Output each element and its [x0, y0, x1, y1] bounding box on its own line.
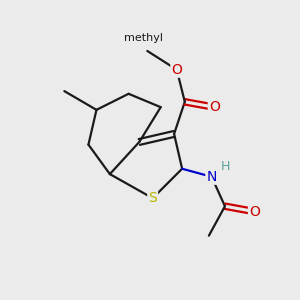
Text: O: O — [171, 63, 182, 77]
Text: O: O — [209, 100, 220, 114]
Text: H: H — [220, 160, 230, 172]
Text: O: O — [249, 205, 260, 219]
Text: methyl: methyl — [124, 33, 163, 43]
Text: S: S — [148, 191, 157, 205]
Text: N: N — [206, 170, 217, 184]
